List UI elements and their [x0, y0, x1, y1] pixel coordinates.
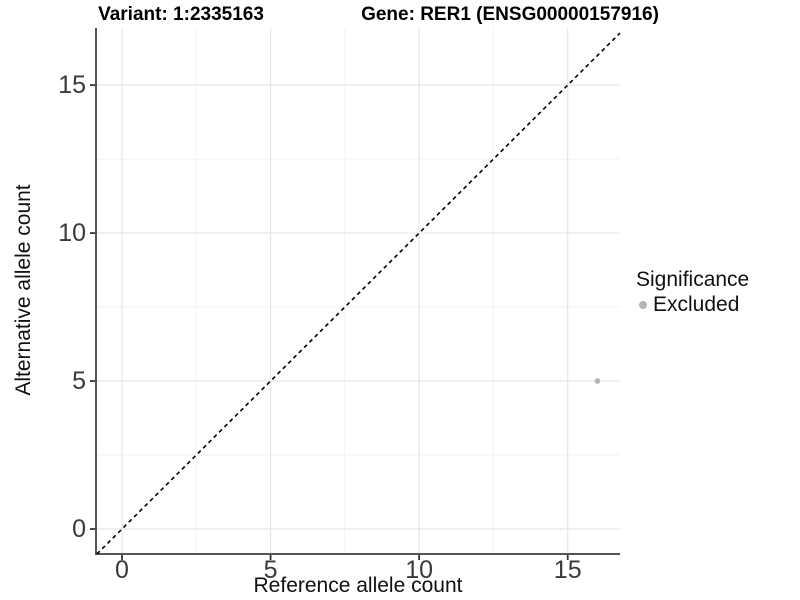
y-tick-label: 15 [58, 71, 86, 100]
x-tick-label: 5 [263, 556, 278, 584]
x-tick-label: 10 [405, 556, 434, 584]
plot-title-gene: Gene: RER1 (ENSG00000157916) [361, 4, 659, 25]
legend-item-label: Excluded [653, 293, 740, 316]
x-tick-label: 15 [553, 556, 582, 584]
legend-item-excluded: Excluded [636, 292, 749, 317]
legend-dot-icon [639, 300, 647, 309]
plot-title-variant: Variant: 1:2335163 [98, 4, 264, 25]
identity-dashed-line [96, 32, 621, 555]
y-axis-title: Alternative allele count [12, 184, 35, 396]
legend-title: Significance [636, 268, 750, 291]
x-axis-title: Reference allele count [253, 574, 463, 597]
y-tick-label: 5 [72, 367, 86, 396]
data-point [594, 378, 601, 384]
legend: Significance Excluded [636, 267, 749, 317]
y-tick-label: 10 [58, 219, 86, 248]
y-tick-label: 0 [72, 514, 86, 543]
x-tick-label: 0 [115, 556, 129, 584]
